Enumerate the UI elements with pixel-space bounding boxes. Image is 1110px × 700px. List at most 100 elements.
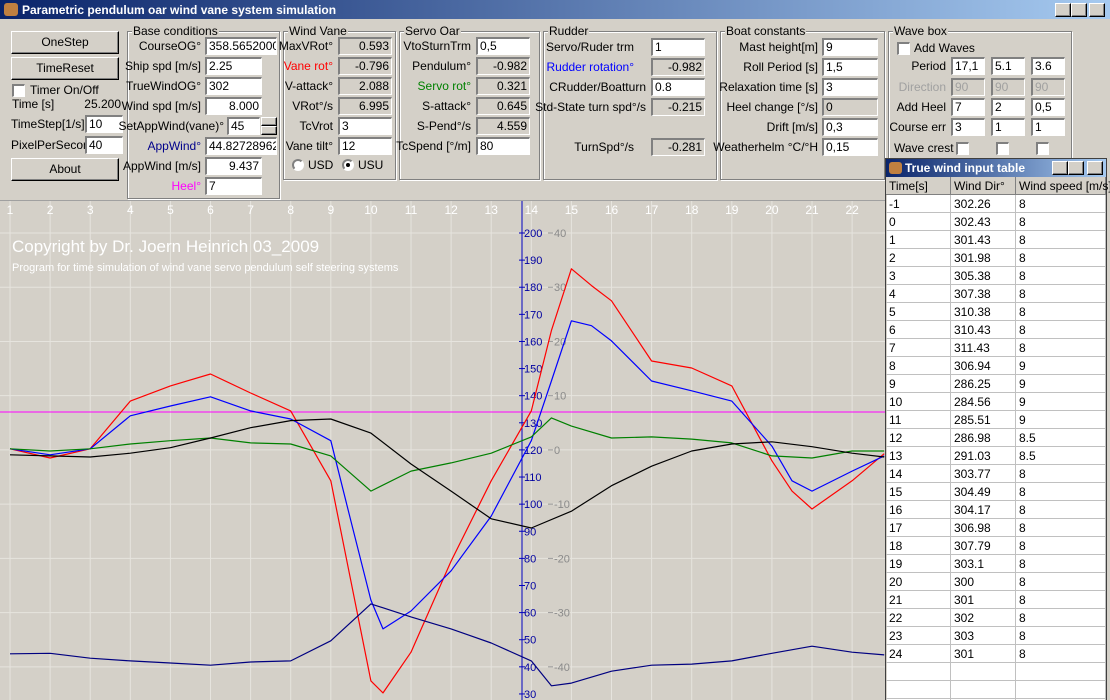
table-cell[interactable]: 301 bbox=[951, 645, 1016, 663]
table-cell[interactable]: 8 bbox=[1016, 555, 1106, 573]
input[interactable]: 3 bbox=[951, 118, 985, 136]
table-cell[interactable]: 2 bbox=[886, 249, 951, 267]
table-cell[interactable]: 8.5 bbox=[1016, 429, 1106, 447]
input[interactable]: 3 bbox=[338, 117, 392, 135]
table-cell[interactable]: 8 bbox=[886, 357, 951, 375]
table-cell[interactable]: 8 bbox=[1016, 465, 1106, 483]
table-cell[interactable]: 300 bbox=[951, 573, 1016, 591]
table-cell[interactable]: 24 bbox=[886, 645, 951, 663]
table-cell[interactable]: 7 bbox=[886, 339, 951, 357]
table-cell[interactable]: 8 bbox=[1016, 249, 1106, 267]
table-cell[interactable]: 8 bbox=[1016, 267, 1106, 285]
table-cell[interactable]: 306.94 bbox=[951, 357, 1016, 375]
table-cell[interactable]: 8 bbox=[1016, 321, 1106, 339]
table-cell[interactable]: 304.49 bbox=[951, 483, 1016, 501]
table-cell[interactable]: 1 bbox=[886, 231, 951, 249]
checkbox[interactable] bbox=[956, 142, 969, 155]
table-header[interactable]: Time[s] bbox=[886, 177, 951, 195]
input[interactable]: 1 bbox=[1031, 118, 1065, 136]
input[interactable]: 0,15 bbox=[822, 138, 878, 156]
table-cell[interactable]: 306.98 bbox=[951, 519, 1016, 537]
table-cell[interactable]: 9 bbox=[1016, 375, 1106, 393]
input[interactable]: 0,5 bbox=[1031, 98, 1065, 116]
input[interactable]: 8.000 bbox=[205, 97, 262, 115]
table-cell[interactable]: 19 bbox=[886, 555, 951, 573]
table-cell[interactable]: 8.5 bbox=[1016, 447, 1106, 465]
minimize-button[interactable] bbox=[1055, 3, 1071, 17]
input[interactable]: 0,3 bbox=[822, 118, 878, 136]
button[interactable]: About bbox=[11, 158, 119, 181]
table-cell[interactable]: 8 bbox=[1016, 591, 1106, 609]
input[interactable]: 45 bbox=[227, 117, 260, 135]
table-cell[interactable]: 8 bbox=[1016, 537, 1106, 555]
table-cell[interactable]: 9 bbox=[1016, 411, 1106, 429]
table-cell[interactable]: 284.56 bbox=[951, 393, 1016, 411]
table-cell[interactable]: 303.1 bbox=[951, 555, 1016, 573]
table-cell[interactable]: 6 bbox=[886, 321, 951, 339]
table-header[interactable]: Wind speed [m/s] bbox=[1016, 177, 1110, 195]
close-button[interactable] bbox=[1087, 161, 1103, 175]
table-cell[interactable]: 20 bbox=[886, 573, 951, 591]
table-cell[interactable]: 8 bbox=[1016, 231, 1106, 249]
table-cell[interactable]: 3 bbox=[886, 267, 951, 285]
spin-down[interactable] bbox=[261, 126, 277, 135]
table-cell[interactable]: 302.26 bbox=[951, 195, 1016, 213]
button[interactable]: TimeReset bbox=[11, 57, 119, 80]
table-cell[interactable]: 301.98 bbox=[951, 249, 1016, 267]
radio[interactable] bbox=[292, 159, 304, 171]
table-cell[interactable]: 4 bbox=[886, 285, 951, 303]
input[interactable]: 12 bbox=[338, 137, 392, 155]
table-cell[interactable]: 302 bbox=[951, 609, 1016, 627]
table-cell[interactable]: 16 bbox=[886, 501, 951, 519]
table-cell[interactable]: 304.17 bbox=[951, 501, 1016, 519]
input[interactable]: 10 bbox=[85, 115, 123, 133]
table-cell[interactable]: 5 bbox=[886, 303, 951, 321]
table-cell[interactable]: 8 bbox=[1016, 285, 1106, 303]
table-cell[interactable]: 310.38 bbox=[951, 303, 1016, 321]
table-cell[interactable]: 9 bbox=[1016, 357, 1106, 375]
input[interactable]: 2.25 bbox=[205, 57, 262, 75]
table-cell[interactable]: 0 bbox=[886, 213, 951, 231]
table-cell[interactable]: 14 bbox=[886, 465, 951, 483]
table-cell[interactable]: 13 bbox=[886, 447, 951, 465]
table-cell[interactable]: 22 bbox=[886, 609, 951, 627]
input[interactable]: 7 bbox=[205, 177, 262, 195]
table-cell[interactable]: 310.43 bbox=[951, 321, 1016, 339]
table-cell[interactable]: 286.25 bbox=[951, 375, 1016, 393]
input[interactable]: 0.8 bbox=[651, 78, 705, 96]
input[interactable]: 1,5 bbox=[822, 58, 878, 76]
table-cell[interactable]: 8 bbox=[1016, 645, 1106, 663]
table-cell[interactable]: 8 bbox=[1016, 195, 1106, 213]
spin-up[interactable] bbox=[261, 117, 277, 126]
table-cell[interactable]: 12 bbox=[886, 429, 951, 447]
checkbox[interactable] bbox=[897, 42, 910, 55]
input[interactable]: 1 bbox=[991, 118, 1025, 136]
table-cell[interactable]: 307.79 bbox=[951, 537, 1016, 555]
table-cell[interactable]: 21 bbox=[886, 591, 951, 609]
table-cell[interactable]: 285.51 bbox=[951, 411, 1016, 429]
table-cell[interactable]: 17 bbox=[886, 519, 951, 537]
table-cell[interactable]: 11 bbox=[886, 411, 951, 429]
table-cell[interactable]: 303.77 bbox=[951, 465, 1016, 483]
close-button[interactable] bbox=[1089, 3, 1105, 17]
checkbox[interactable] bbox=[1036, 142, 1049, 155]
table-cell[interactable]: 307.38 bbox=[951, 285, 1016, 303]
table-cell[interactable]: 8 bbox=[1016, 609, 1106, 627]
input[interactable]: 44.82728962 bbox=[205, 137, 277, 155]
table-cell[interactable]: 8 bbox=[1016, 303, 1106, 321]
table-header[interactable]: Wind Dir° bbox=[951, 177, 1016, 195]
input[interactable]: 358.5652000 bbox=[205, 37, 277, 55]
minimize-button[interactable] bbox=[1052, 161, 1068, 175]
table-cell[interactable]: 9 bbox=[886, 375, 951, 393]
table-cell[interactable]: 8 bbox=[1016, 627, 1106, 645]
input[interactable]: 1 bbox=[651, 38, 705, 56]
table-cell[interactable]: 8 bbox=[1016, 573, 1106, 591]
input[interactable]: 40 bbox=[85, 136, 123, 154]
table-cell[interactable]: 305.38 bbox=[951, 267, 1016, 285]
input[interactable]: 80 bbox=[476, 137, 530, 155]
input[interactable]: 5.1 bbox=[991, 57, 1025, 75]
table-cell[interactable]: 311.43 bbox=[951, 339, 1016, 357]
table-cell[interactable]: 301.43 bbox=[951, 231, 1016, 249]
button[interactable]: OneStep bbox=[11, 31, 119, 54]
table-cell[interactable]: 23 bbox=[886, 627, 951, 645]
